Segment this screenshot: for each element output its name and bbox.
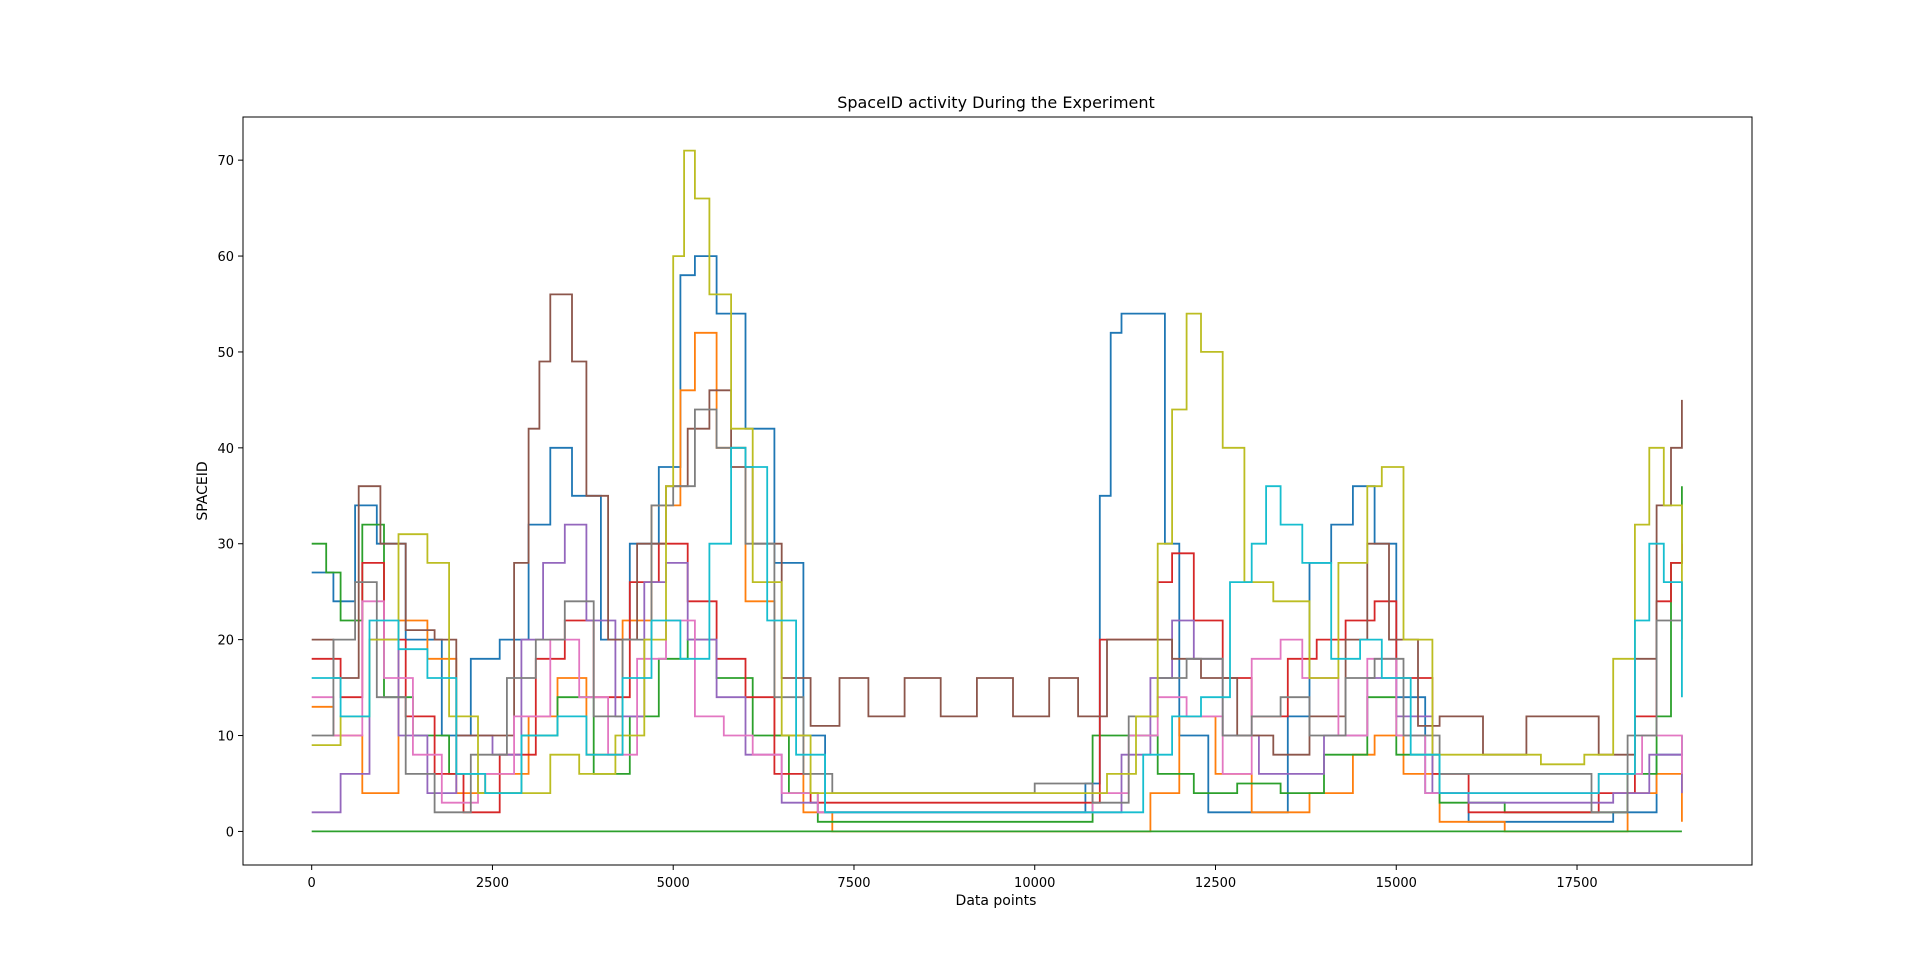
series-line-8	[311, 600, 1683, 814]
y-tick-label: 50	[217, 346, 234, 361]
y-tick-label: 60	[217, 250, 234, 265]
y-axis: 0 10 20 30 40 50 60 70	[217, 154, 243, 840]
x-tick-label: 0	[308, 876, 316, 891]
series-line-11	[311, 446, 1683, 814]
x-tick-label: 2500	[476, 876, 509, 891]
x-tick-label: 5000	[657, 876, 690, 891]
x-axis-label: Data points	[956, 893, 1037, 909]
plot-frame	[242, 116, 1753, 866]
y-tick-label: 40	[217, 442, 234, 457]
plot-lines	[311, 149, 1683, 833]
y-axis-label: SPACEID	[195, 461, 211, 520]
chart-title: SpaceID activity During the Experiment	[837, 93, 1155, 112]
x-tick-label: 10000	[1014, 876, 1055, 891]
y-tick-label: 10	[217, 730, 234, 745]
series-line-2	[311, 331, 1683, 833]
series-line-6	[311, 523, 1683, 814]
series-line-3	[311, 486, 1683, 823]
x-tick-label: 12500	[1195, 876, 1236, 891]
x-tick-label: 17500	[1556, 876, 1597, 891]
x-tick-label: 15000	[1376, 876, 1417, 891]
y-tick-label: 20	[217, 634, 234, 649]
series-line-10	[311, 149, 1683, 794]
y-tick-label: 70	[217, 154, 234, 169]
series-line-7	[311, 293, 1683, 756]
series-line-1	[311, 255, 1683, 823]
x-axis: 0 2500 5000 7500 10000 12500 15000 17500	[308, 865, 1598, 891]
y-tick-label: 30	[217, 538, 234, 553]
series-line-9	[311, 408, 1683, 814]
y-tick-label: 0	[226, 825, 234, 840]
x-tick-label: 7500	[837, 876, 870, 891]
